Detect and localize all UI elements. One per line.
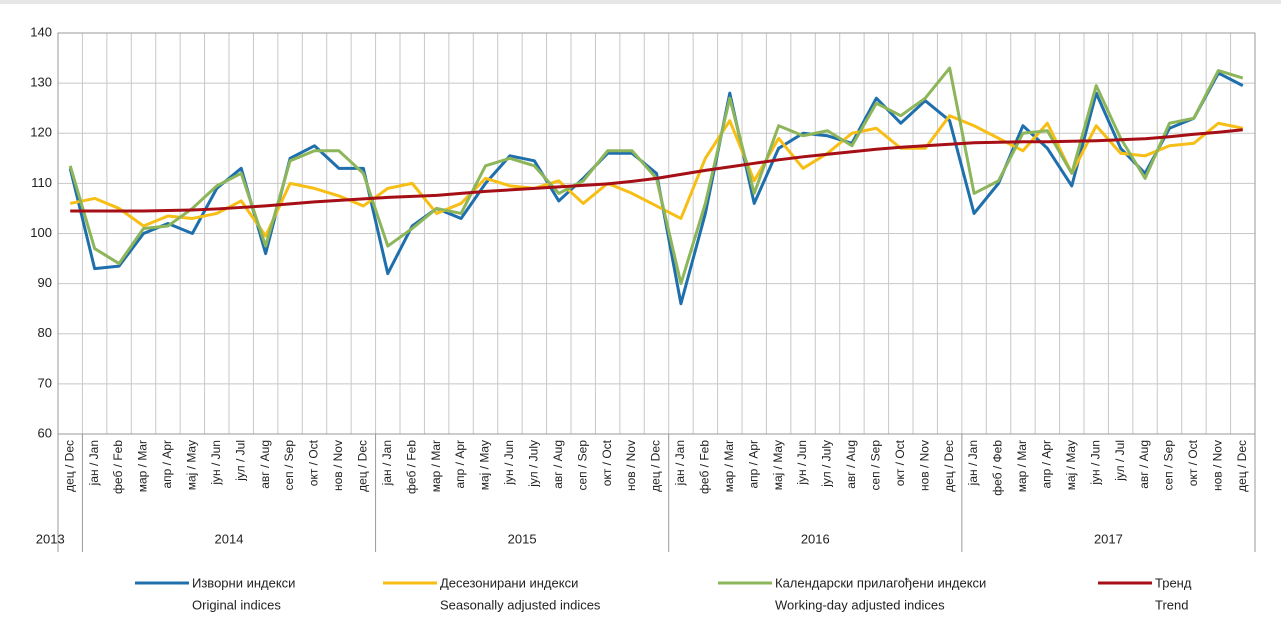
x-tick-label: мар / Mar xyxy=(136,440,150,492)
x-tick-label: нов / Nov xyxy=(1211,440,1225,491)
x-tick-label: јун / Jun xyxy=(502,440,516,486)
legend-label-en: Original indices xyxy=(192,597,281,612)
x-tick-label: феб / Feb xyxy=(404,440,418,494)
x-tick-label: апр / Apr xyxy=(160,440,174,489)
x-tick-label: јан / Jan xyxy=(87,440,101,486)
y-tick-label: 120 xyxy=(30,125,52,140)
x-tick-label: окт / Oct xyxy=(893,439,907,486)
plot-frame xyxy=(57,32,1256,435)
x-tick-label: феб / Feb xyxy=(111,440,125,494)
x-tick-label: апр / Apr xyxy=(746,440,760,489)
x-tick-label: авг / Aug xyxy=(551,440,565,489)
x-tick-label: јул / July xyxy=(820,440,834,488)
x-tick-label: дец / Dec xyxy=(62,440,76,492)
x-tick-label: мај / May xyxy=(478,440,492,490)
y-tick-label: 80 xyxy=(38,325,52,340)
y-tick-label: 60 xyxy=(38,425,52,440)
x-tick-label: окт / Oct xyxy=(307,439,321,486)
group-label: 2017 xyxy=(1094,531,1123,546)
x-tick-label: дец / Dec xyxy=(356,440,370,492)
x-tick-label: мај / May xyxy=(185,440,199,490)
legend-label-en: Trend xyxy=(1155,597,1188,612)
legend-label-en: Seasonally adjusted indices xyxy=(440,597,601,612)
group-label: 2016 xyxy=(801,531,830,546)
x-tick-label: мај / May xyxy=(1064,440,1078,490)
y-tick-label: 100 xyxy=(30,225,52,240)
x-tick-label: авг / Aug xyxy=(258,440,272,489)
x-tick-label: јун / Jun xyxy=(209,440,223,486)
x-tick-label: окт / Oct xyxy=(1186,439,1200,486)
x-tick-label: сеп / Sep xyxy=(1162,440,1176,491)
x-tick-label: авг / Aug xyxy=(1137,440,1151,489)
x-tick-label: мај / May xyxy=(771,440,785,490)
x-tick-label: феб / Феb xyxy=(991,440,1005,496)
group-label: 2013 xyxy=(36,531,65,546)
x-tick-label: јул / Jul xyxy=(1113,440,1127,482)
x-tick-label: окт / Oct xyxy=(600,439,614,486)
x-tick-label: нов / Nov xyxy=(624,440,638,491)
x-tick-label: јан / Jan xyxy=(673,440,687,486)
x-tick-label: јун / Jun xyxy=(795,440,809,486)
y-tick-label: 130 xyxy=(30,75,52,90)
y-tick-label: 140 xyxy=(30,24,52,39)
group-label: 2014 xyxy=(215,531,244,546)
x-tick-label: сеп / Sep xyxy=(282,440,296,491)
x-tick-label: феб / Feb xyxy=(698,440,712,494)
series-line xyxy=(69,114,1244,238)
x-tick-label: мар / Mar xyxy=(429,440,443,492)
group-label: 2015 xyxy=(508,531,537,546)
x-tick-label: дец / Dec xyxy=(942,440,956,492)
y-tick-label: 90 xyxy=(38,275,52,290)
x-tick-label: дец / Dec xyxy=(1235,440,1249,492)
x-tick-label: јул / July xyxy=(527,440,541,488)
legend-label-en: Working-day adjusted indices xyxy=(775,597,945,612)
series-line xyxy=(70,128,1243,213)
x-tick-label: нов / Nov xyxy=(331,440,345,491)
x-tick-label: апр / Apr xyxy=(1040,440,1054,489)
legend-label: Календарски прилагођени индекси xyxy=(775,575,986,590)
y-tick-label: 110 xyxy=(31,175,52,190)
x-tick-label: сеп / Sep xyxy=(575,440,589,491)
x-tick-label: авг / Aug xyxy=(844,440,858,489)
x-tick-label: јан / Jan xyxy=(966,440,980,486)
x-tick-label: нов / Nov xyxy=(917,440,931,491)
x-tick-label: мар / Mar xyxy=(1015,440,1029,492)
series-line xyxy=(68,71,1244,306)
legend-label: Тренд xyxy=(1155,575,1192,590)
x-tick-label: апр / Apr xyxy=(453,440,467,489)
legend-label: Изворни индекси xyxy=(192,575,295,590)
y-tick-label: 70 xyxy=(38,375,52,390)
x-tick-label: јул / Jul xyxy=(233,440,247,482)
top-border xyxy=(0,0,1281,4)
x-tick-label: сеп / Sep xyxy=(869,440,883,491)
x-tick-label: мар / Mar xyxy=(722,440,736,492)
x-tick-label: јан / Jan xyxy=(380,440,394,486)
x-tick-label: јун / Jun xyxy=(1088,440,1102,486)
x-tick-label: дец / Dec xyxy=(649,440,663,492)
legend-label: Десезонирани индекси xyxy=(440,575,578,590)
